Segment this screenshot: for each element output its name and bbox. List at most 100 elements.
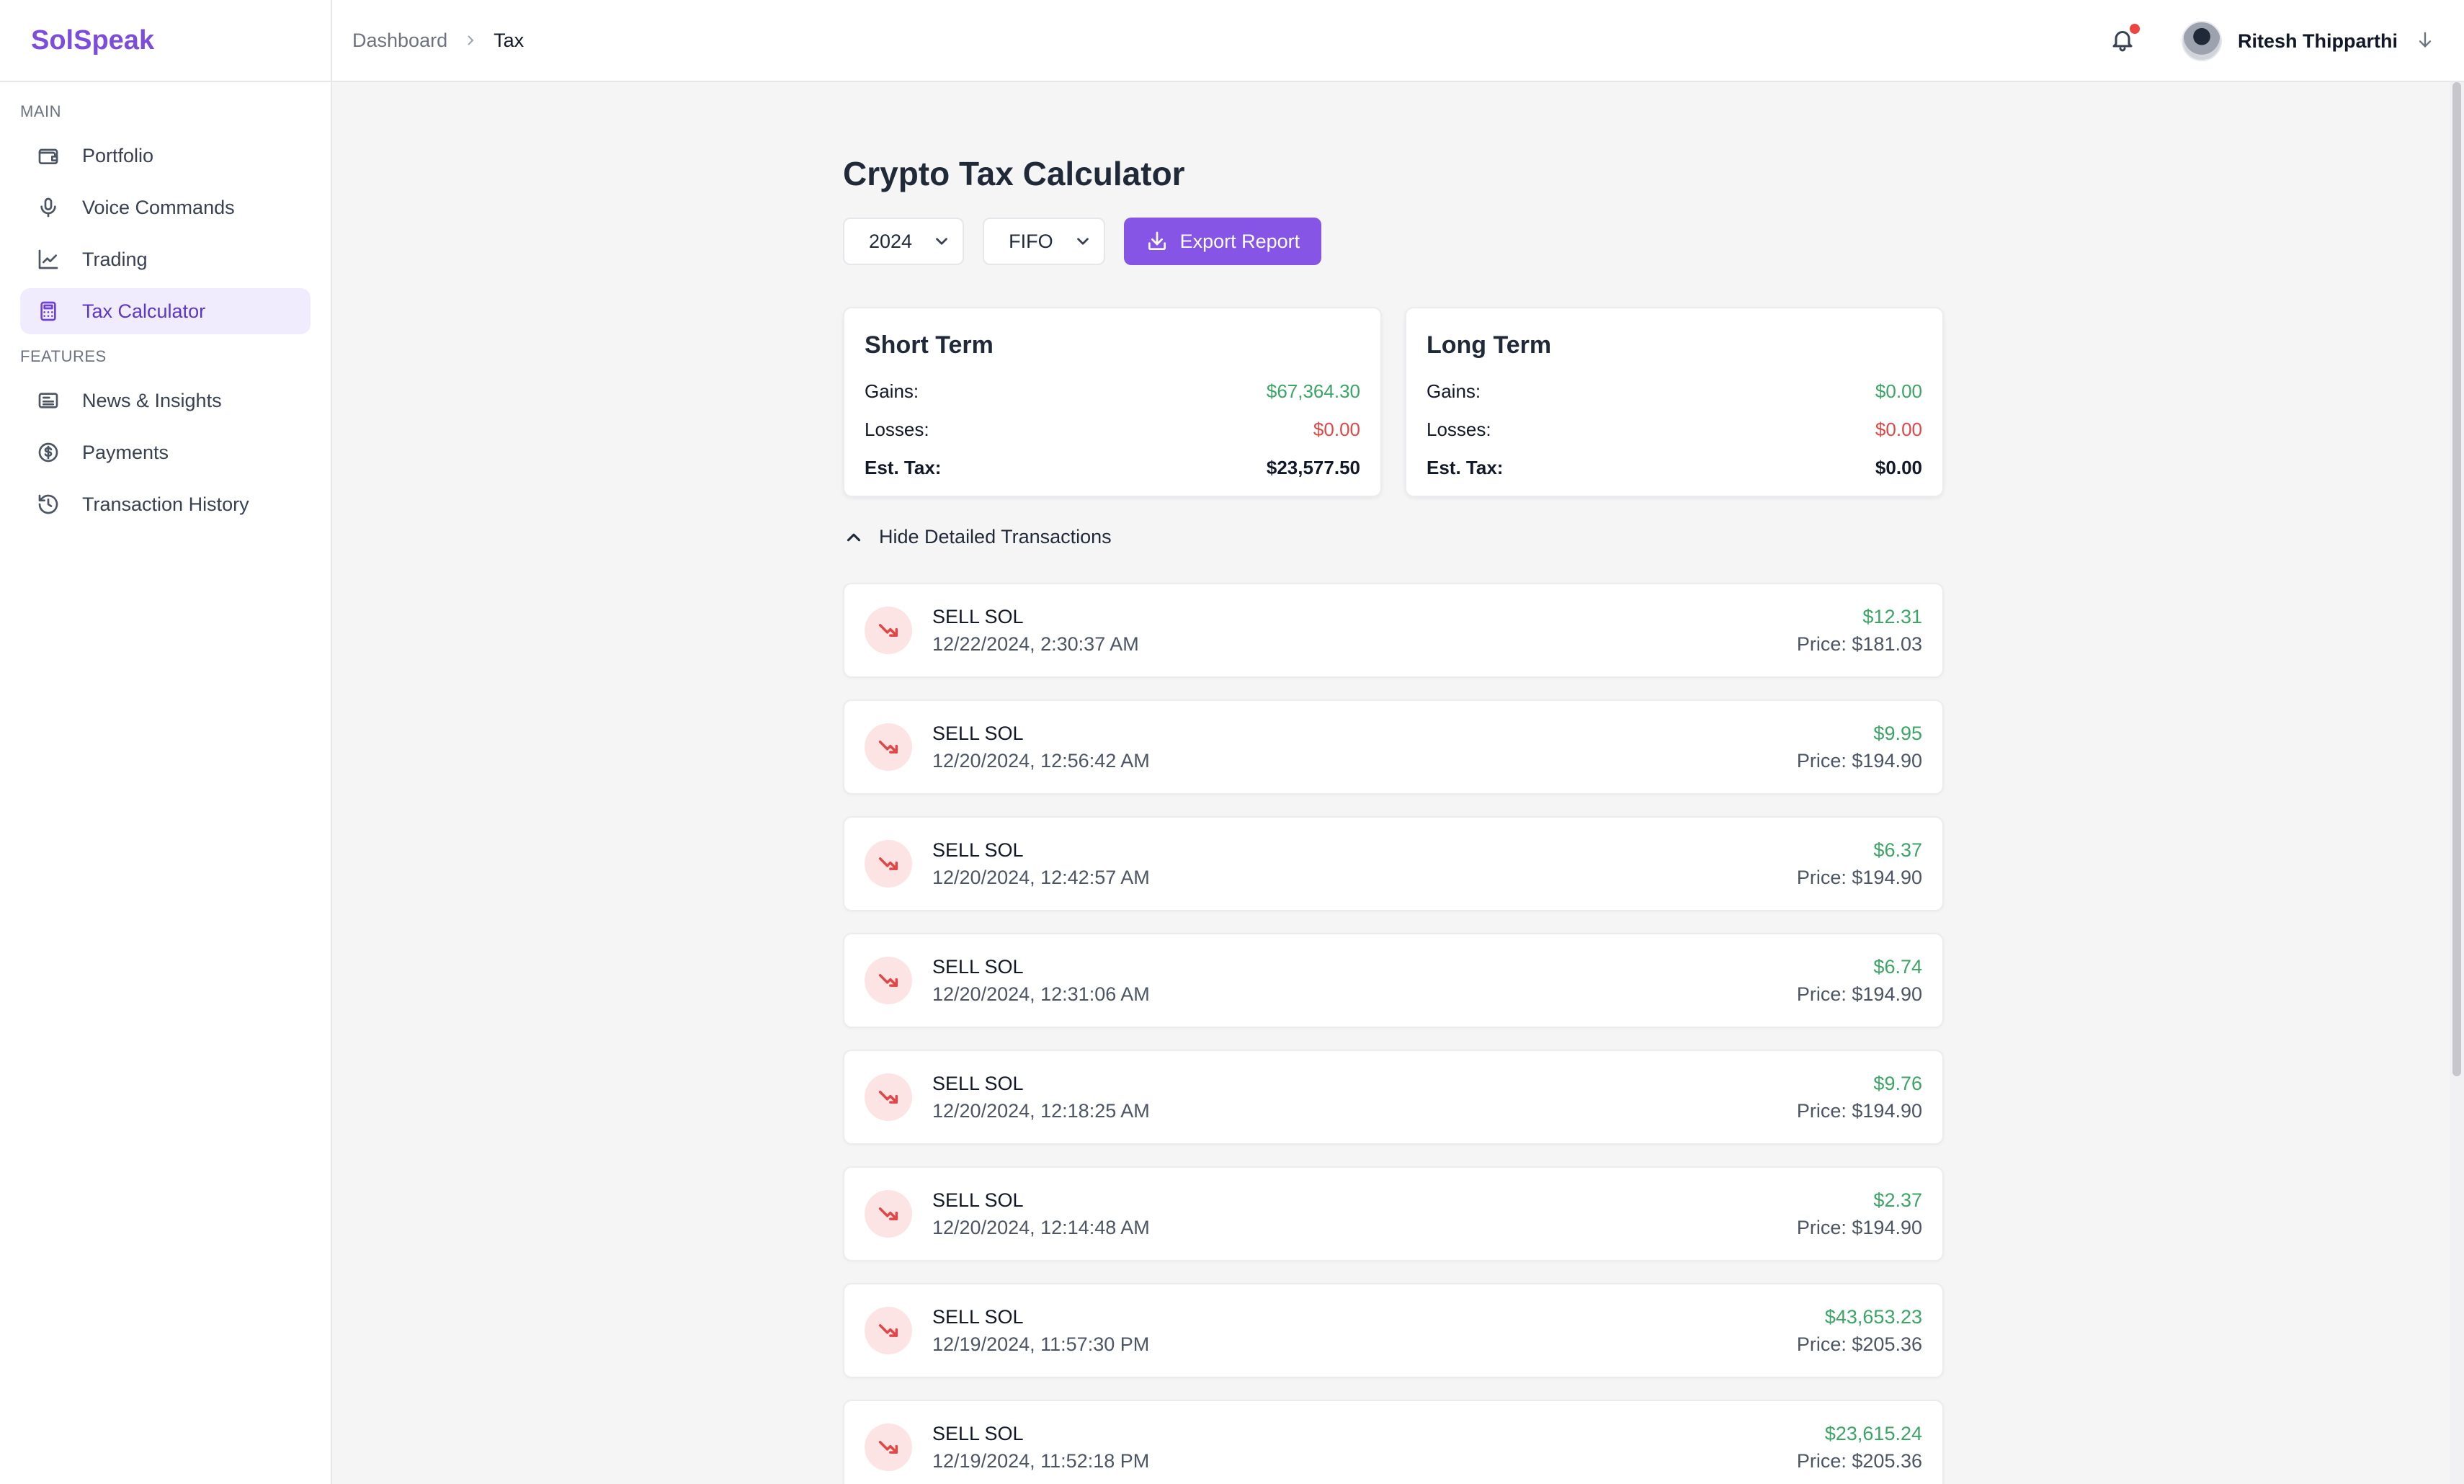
transaction-values: $12.31 Price: $181.03 [1797,603,1922,658]
arrow-down-icon[interactable] [2415,30,2435,53]
method-select-value: FIFO [1009,230,1053,252]
sidebar-item-voice-commands[interactable]: Voice Commands [20,184,311,231]
short-term-tax-row: Est. Tax: $23,577.50 [865,449,1360,487]
scrollbar-thumb[interactable] [2452,82,2461,1076]
transaction-row[interactable]: SELL SOL 12/20/2024, 12:14:48 AM $2.37 P… [843,1166,1944,1261]
avatar[interactable] [2182,21,2222,61]
transaction-row[interactable]: SELL SOL 12/19/2024, 11:52:18 PM $23,615… [843,1400,1944,1484]
trend-down-icon [865,1307,912,1354]
transaction-row[interactable]: SELL SOL 12/22/2024, 2:30:37 AM $12.31 P… [843,583,1944,678]
transaction-type: SELL SOL [932,606,1024,627]
microphone-icon [36,195,61,220]
calculator-icon [36,299,61,323]
chevron-right-icon [462,32,479,49]
sidebar-item-label: Payments [82,441,169,463]
transaction-type: SELL SOL [932,839,1024,861]
transaction-date: 12/20/2024, 12:18:25 AM [932,1100,1150,1122]
export-report-button[interactable]: Export Report [1123,218,1322,265]
sidebar-item-label: Transaction History [82,493,249,515]
page-scrollbar[interactable] [2450,82,2464,1484]
gains-label: Gains: [865,380,919,402]
transaction-row[interactable]: SELL SOL 12/20/2024, 12:31:06 AM $6.74 P… [843,933,1944,1028]
nav-heading-main: MAIN [20,102,61,120]
trend-down-icon [865,1073,912,1121]
short-term-losses-value: $0.00 [1313,419,1360,440]
transaction-values: $2.37 Price: $194.90 [1797,1186,1922,1241]
sidebar-item-news-insights[interactable]: News & Insights [20,377,311,424]
transaction-date: 12/19/2024, 11:57:30 PM [932,1333,1150,1355]
losses-label: Losses: [1427,419,1491,440]
transaction-type: SELL SOL [932,956,1024,978]
long-term-losses-value: $0.00 [1875,419,1922,440]
transaction-values: $23,615.24 Price: $205.36 [1797,1420,1922,1475]
toggle-detailed-transactions[interactable]: Hide Detailed Transactions [843,526,1944,548]
transaction-values: $9.76 Price: $194.90 [1797,1070,1922,1125]
transaction-price: Price: $194.90 [1796,983,1922,1005]
tax-summary: Short Term Gains: $67,364.30 Losses: $0.… [843,307,1944,497]
chevron-down-icon [936,238,947,245]
gains-label: Gains: [1427,380,1481,402]
year-select[interactable]: 2024 [843,218,965,265]
download-icon [1148,231,1166,250]
transaction-price: Price: $194.90 [1796,750,1922,772]
transaction-price: Price: $205.36 [1796,1333,1922,1355]
sidebar-item-trading[interactable]: Trading [20,236,311,282]
sidebar-item-transaction-history[interactable]: Transaction History [20,481,311,527]
nav-section-main: MAIN Portfolio Voice Commands Trading [0,82,331,334]
sidebar-item-tax-calculator[interactable]: Tax Calculator [20,288,311,334]
transaction-amount: $2.37 [1873,1189,1922,1211]
trend-down-icon [865,723,912,771]
transaction-values: $9.95 Price: $194.90 [1797,720,1922,774]
transaction-price: Price: $194.90 [1796,1100,1922,1122]
brand-logo[interactable]: SolSpeak [0,0,331,82]
transaction-values: $6.74 Price: $194.90 [1797,953,1922,1008]
transaction-amount: $9.95 [1873,723,1922,744]
chart-line-icon [36,247,61,272]
transaction-date: 12/20/2024, 12:42:57 AM [932,867,1150,888]
transaction-info: SELL SOL 12/20/2024, 12:42:57 AM [932,836,1150,891]
nav-section-features: FEATURES News & Insights Payments Transa… [0,340,331,527]
newspaper-icon [36,388,61,413]
chevron-down-icon [1076,238,1089,245]
transaction-values: $43,653.23 Price: $205.36 [1797,1303,1922,1358]
transaction-info: SELL SOL 12/19/2024, 11:52:18 PM [932,1420,1149,1475]
tax-label: Est. Tax: [1427,457,1504,478]
history-icon [36,492,61,517]
transaction-row[interactable]: SELL SOL 12/19/2024, 11:57:30 PM $43,653… [843,1283,1944,1378]
method-select[interactable]: FIFO [983,218,1105,265]
chevron-up-icon [847,533,861,541]
transaction-row[interactable]: SELL SOL 12/20/2024, 12:42:57 AM $6.37 P… [843,816,1944,911]
toolbar: 2024 FIFO Export Report [843,218,1944,265]
transaction-type: SELL SOL [932,1189,1024,1211]
sidebar-item-label: News & Insights [82,389,222,411]
bell-icon [2112,31,2133,52]
breadcrumb-dashboard[interactable]: Dashboard [352,29,448,51]
transaction-date: 12/20/2024, 12:56:42 AM [932,750,1150,772]
sidebar-item-label: Tax Calculator [82,300,206,322]
sidebar-item-portfolio[interactable]: Portfolio [20,133,311,179]
short-term-title: Short Term [865,331,994,359]
transaction-amount: $6.37 [1873,839,1922,861]
notification-dot [2130,24,2140,34]
transaction-info: SELL SOL 12/22/2024, 2:30:37 AM [932,603,1139,658]
tax-label: Est. Tax: [865,457,942,478]
transaction-row[interactable]: SELL SOL 12/20/2024, 12:18:25 AM $9.76 P… [843,1050,1944,1145]
long-term-gains-value: $0.00 [1875,380,1922,402]
long-term-tax-row: Est. Tax: $0.00 [1427,449,1922,487]
transaction-row[interactable]: SELL SOL 12/20/2024, 12:56:42 AM $9.95 P… [843,699,1944,795]
short-term-gains-value: $67,364.30 [1266,380,1360,402]
transaction-type: SELL SOL [932,1306,1024,1328]
long-term-gains-row: Gains: $0.00 [1427,372,1922,411]
transaction-price: Price: $181.03 [1796,633,1922,655]
transaction-amount: $6.74 [1873,956,1922,978]
long-term-tax-value: $0.00 [1875,457,1922,478]
trend-down-icon [865,1423,912,1471]
sidebar-item-payments[interactable]: Payments [20,429,311,475]
breadcrumb-current: Tax [494,29,525,51]
trend-down-icon [865,840,912,888]
transaction-info: SELL SOL 12/20/2024, 12:31:06 AM [932,953,1150,1008]
notification-button[interactable] [2110,24,2140,55]
long-term-title: Long Term [1427,331,1552,359]
user-name[interactable]: Ritesh Thipparthi [2238,30,2398,52]
